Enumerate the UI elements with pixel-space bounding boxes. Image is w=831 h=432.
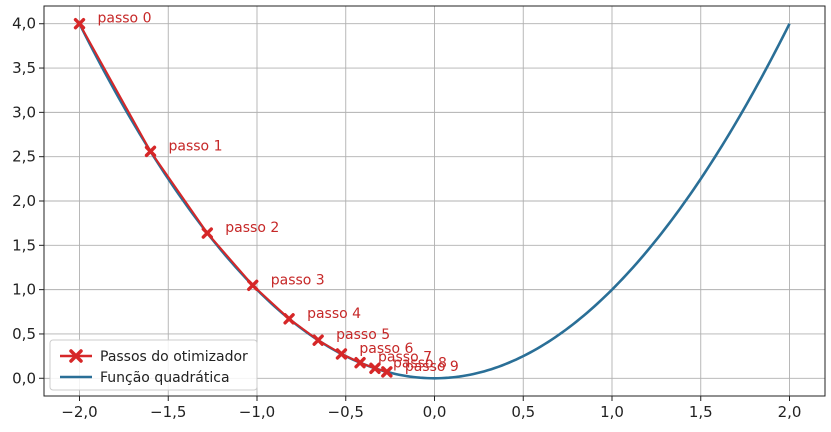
step-marker — [312, 334, 324, 346]
step-label: passo 8 — [393, 355, 447, 371]
x-tick-label: −2,0 — [61, 403, 97, 421]
legend-box — [49, 339, 258, 391]
step-marker — [369, 362, 381, 374]
optimizer-path-line — [78, 23, 388, 373]
x-tick-label: 0,5 — [511, 403, 535, 421]
step-marker — [354, 356, 366, 369]
y-tick-label: 2,0 — [12, 192, 36, 210]
step-label: passo 2 — [225, 220, 279, 236]
y-tick-label: 3,0 — [12, 103, 36, 121]
y-tick-label: 2,5 — [12, 148, 36, 166]
step-label: passo 6 — [359, 341, 413, 357]
legend: Passos do otimizador Função quadrática — [49, 339, 258, 391]
step-label: passo 3 — [271, 272, 325, 288]
step-label: passo 1 — [169, 138, 223, 154]
y-axis: 0,0 0,5 1,0 1,5 2,0 2,5 3,0 3,5 4,0 — [12, 15, 44, 387]
legend-steps-marker — [69, 349, 83, 363]
y-tick-label: 3,5 — [12, 59, 36, 77]
grid — [44, 6, 825, 396]
x-tick-label: 0,0 — [423, 403, 447, 421]
step-marker — [335, 348, 348, 360]
plot-frame — [43, 5, 826, 397]
step-label: passo 0 — [98, 11, 152, 27]
x-tick-label: 1,0 — [600, 403, 624, 421]
x-tick-label: −1,5 — [150, 403, 186, 421]
y-tick-label: 0,0 — [12, 369, 36, 387]
step-label: passo 9 — [405, 359, 459, 375]
x-tick-label: 2,0 — [778, 403, 802, 421]
step-marker — [201, 227, 213, 239]
step-label: passo 4 — [307, 306, 361, 322]
step-label: passo 5 — [336, 327, 390, 343]
step-label: passo 7 — [378, 350, 432, 366]
step-labels-layer: passo 0 passo 1 passo 2 passo 3 passo 4 passo… — [98, 11, 459, 375]
y-tick-label: 1,0 — [12, 281, 36, 299]
x-tick-label: −1,0 — [239, 403, 275, 421]
step-marker — [381, 366, 393, 378]
x-tick-label: 1,5 — [689, 403, 713, 421]
y-tick-label: 4,0 — [12, 15, 36, 33]
x-tick-label: −0,5 — [328, 403, 364, 421]
y-tick-label: 0,5 — [12, 325, 36, 343]
step-marker — [73, 18, 86, 30]
step-marker — [283, 313, 295, 325]
legend-label-curve: Função quadrática — [100, 370, 230, 386]
step-marker — [144, 145, 157, 158]
x-axis: −2,0 −1,5 −1,0 −0,5 0,0 0,5 1,0 1,5 2,0 — [61, 396, 801, 421]
legend-label-steps: Passos do otimizador — [100, 349, 248, 365]
step-marker — [247, 279, 259, 292]
y-tick-label: 1,5 — [12, 236, 36, 254]
optimizer-steps-layer — [73, 18, 393, 378]
